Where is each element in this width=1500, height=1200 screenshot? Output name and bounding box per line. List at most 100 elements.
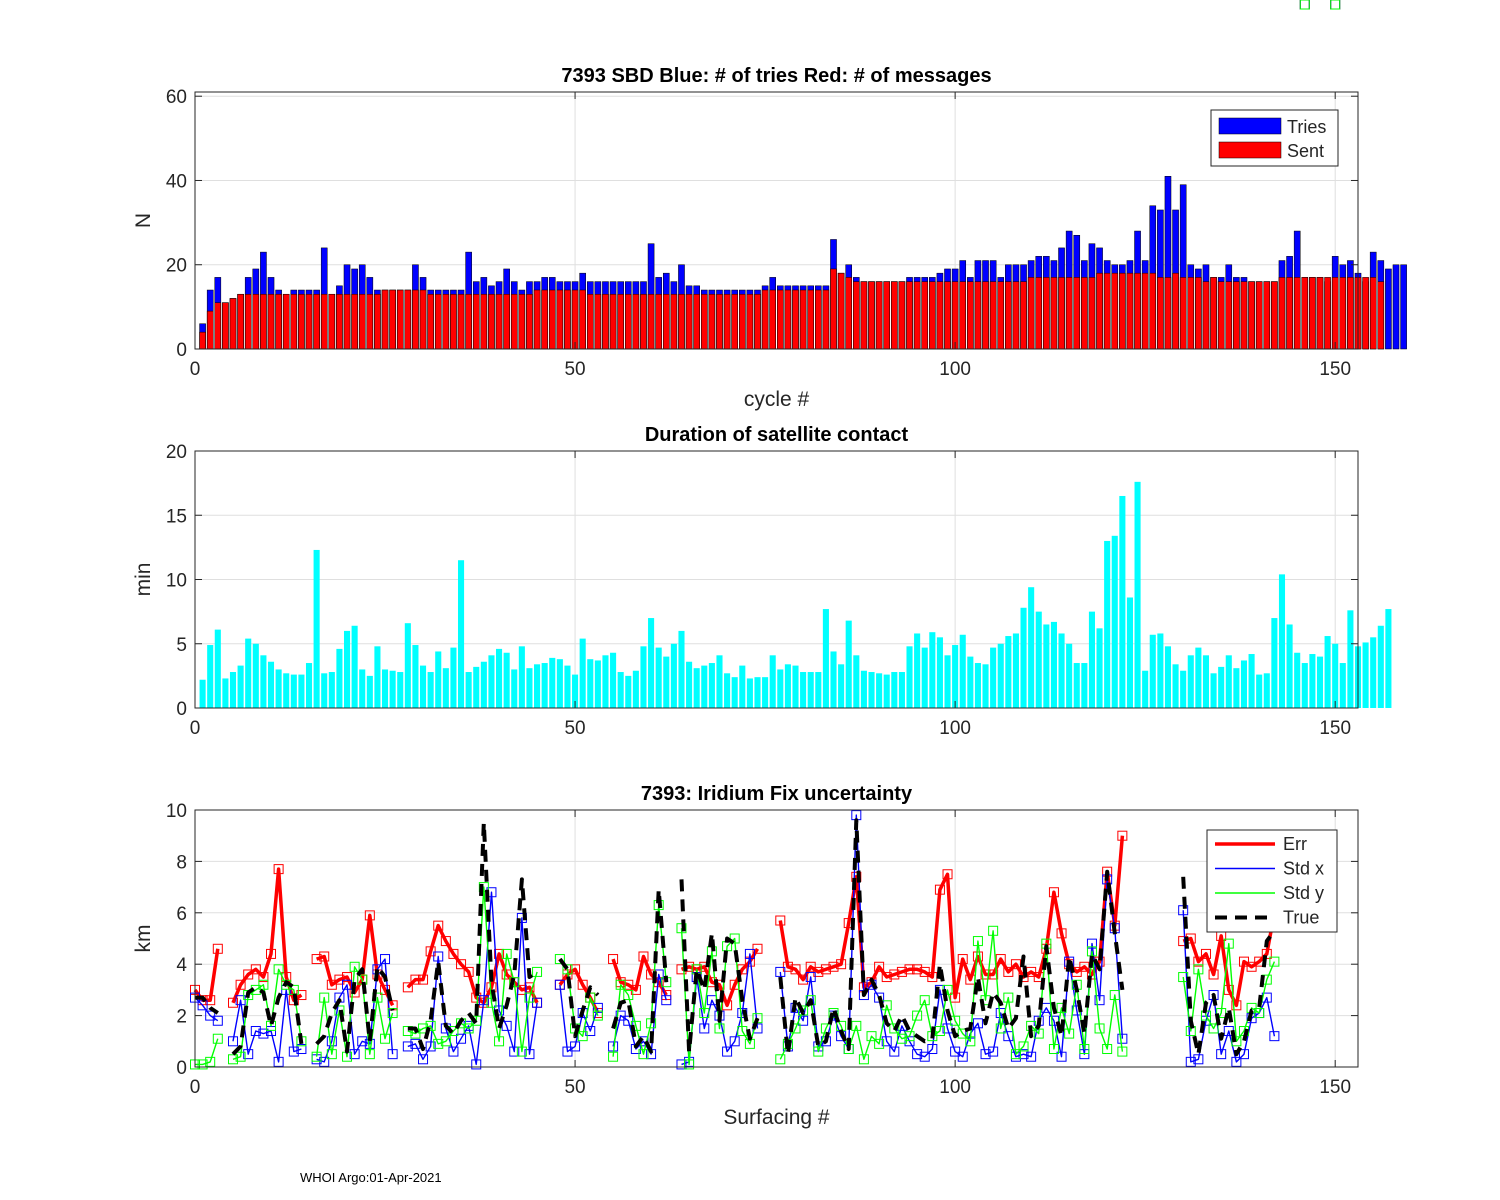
marker [524, 1049, 535, 1060]
bar [1103, 272, 1111, 350]
x-tick-label: 50 [564, 718, 585, 739]
bar [290, 674, 297, 708]
bar [662, 293, 670, 350]
bar [571, 289, 579, 350]
bar [891, 672, 898, 708]
y-tick-label: 8 [176, 852, 187, 873]
bar [1263, 281, 1271, 350]
bar [685, 293, 693, 350]
bar [678, 293, 685, 350]
marker [1109, 990, 1120, 1001]
bar [222, 678, 229, 708]
bar [419, 289, 427, 350]
bar [260, 293, 267, 350]
marker [1231, 1036, 1242, 1047]
marker [562, 964, 573, 975]
marker [874, 961, 885, 972]
bar [754, 293, 761, 350]
bar [359, 669, 366, 708]
marker [813, 1046, 824, 1057]
marker [516, 1046, 527, 1057]
bar [640, 646, 647, 708]
bar [610, 652, 617, 708]
marker [889, 1046, 900, 1057]
marker [1269, 1031, 1280, 1042]
bar [648, 618, 655, 708]
marker [980, 969, 991, 980]
bar [305, 663, 313, 708]
bar [427, 672, 434, 708]
marker [972, 951, 983, 962]
bar [229, 672, 237, 708]
bar [320, 293, 328, 350]
marker [1208, 1023, 1219, 1034]
bar [739, 293, 746, 350]
marker [494, 948, 505, 959]
x-tick-label: 0 [190, 718, 201, 739]
bar [419, 665, 427, 708]
y-axis-label: N [132, 213, 155, 228]
marker [463, 1023, 474, 1034]
bar [1066, 643, 1073, 708]
bar [693, 668, 700, 708]
marker [912, 964, 923, 975]
bar [959, 281, 967, 350]
marker [942, 869, 953, 880]
marker [478, 882, 489, 893]
bar [480, 661, 487, 708]
marker [919, 995, 930, 1006]
marker [1254, 1008, 1265, 1019]
marker [585, 1026, 596, 1037]
series-line [612, 973, 667, 1055]
marker [228, 997, 239, 1008]
legend-label: Err [1283, 834, 1307, 854]
bar [853, 655, 860, 708]
bar [1324, 636, 1331, 708]
series-line [194, 997, 219, 1022]
bar [1164, 277, 1172, 350]
bar [1020, 607, 1027, 708]
bar [800, 672, 807, 708]
bar [351, 293, 358, 350]
marker [896, 1033, 907, 1044]
series-line [1182, 912, 1277, 1008]
marker [1010, 959, 1021, 970]
marker [235, 995, 246, 1006]
marker [243, 1049, 254, 1060]
x-tick-label: 0 [190, 1077, 201, 1098]
chart-title: 7393: Iridium Fix uncertainty [641, 783, 913, 805]
bar [1271, 618, 1278, 708]
y-tick-label: 5 [176, 635, 187, 656]
bar [594, 293, 602, 350]
marker [334, 974, 345, 985]
marker [1117, 1033, 1128, 1044]
bar [579, 289, 586, 350]
bar [267, 293, 275, 350]
chart-2: 0 50 100 150 0 5 10 15 20 Duration of satellite c… [132, 424, 1392, 739]
marker [205, 1056, 216, 1067]
marker [592, 1010, 603, 1021]
bar [526, 293, 533, 350]
chart-title: Duration of satellite contact [645, 424, 909, 446]
marker [478, 995, 489, 1006]
bar [1126, 597, 1134, 708]
marker [927, 1044, 938, 1055]
marker [509, 1046, 520, 1057]
legend-label: True [1283, 908, 1319, 928]
bar [1202, 655, 1210, 708]
x-tick-label: 100 [939, 359, 971, 380]
bar [746, 293, 754, 350]
marker [1094, 1023, 1105, 1034]
bar [678, 630, 685, 708]
bar [473, 666, 480, 708]
marker [836, 959, 847, 970]
marker [722, 1000, 733, 1011]
bar [799, 289, 807, 350]
bar [556, 659, 563, 708]
bar [716, 655, 723, 708]
marker [722, 1046, 733, 1057]
legend-swatch [1218, 117, 1282, 135]
bar [1111, 535, 1118, 708]
bar [921, 281, 929, 350]
bar [1005, 281, 1012, 350]
